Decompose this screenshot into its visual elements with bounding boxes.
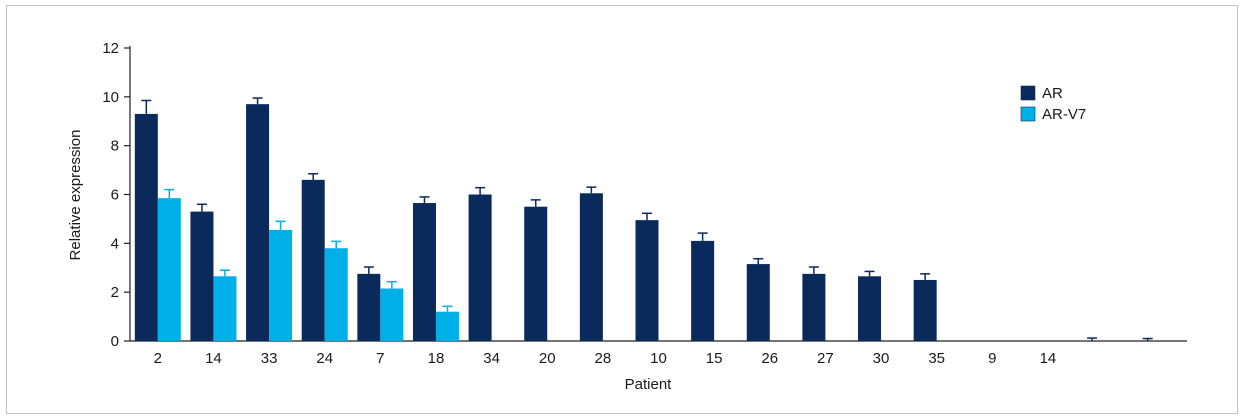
x-tick-label: 34: [483, 350, 500, 367]
error-bar-ar-3: [308, 172, 319, 180]
x-tick-label: 18: [428, 350, 445, 367]
error-bar-ar-v7-1: [219, 269, 230, 277]
x-tick-label: 33: [261, 350, 278, 367]
x-tick-label: 2: [154, 350, 162, 367]
error-bar-ar-9: [642, 212, 652, 221]
x-tick-label: 20: [539, 350, 556, 367]
error-bar-ar-10: [697, 232, 708, 241]
y-tick-label: 2: [111, 284, 119, 301]
x-tick-label: 27: [817, 350, 834, 367]
x-tick-label: 24: [316, 350, 333, 367]
x-tick-label: 15: [706, 350, 723, 367]
y-tick-label: 8: [111, 138, 119, 155]
bar-ar-v7-1: [213, 276, 237, 341]
bar-ar-0: [134, 113, 158, 341]
bar-ar-9: [635, 220, 659, 341]
legend-swatch-ar: [1020, 85, 1036, 101]
error-bar-ar-12: [808, 266, 819, 274]
bar-ar-1: [190, 211, 214, 341]
chart-frame: [6, 5, 1238, 414]
error-bar-ar-v7-4: [386, 280, 397, 289]
y-tick-label: 0: [111, 333, 119, 350]
bar-ar-v7-3: [324, 248, 348, 341]
error-bar-ar-6: [475, 186, 486, 195]
error-bar-ar-0: [141, 99, 152, 114]
bars: [134, 97, 1153, 342]
legend: AR AR-V7: [1020, 85, 1086, 123]
x-axis-title: Patient: [625, 376, 673, 393]
error-bar-ar-v7-3: [331, 240, 342, 249]
x-tick-label: 14: [1040, 350, 1057, 367]
error-bar-ar-v7-2: [275, 220, 286, 230]
error-bar-ar-18: [1142, 337, 1153, 341]
error-bar-ar-11: [753, 257, 764, 265]
bar-ar-6: [468, 194, 492, 341]
error-bar-ar-13: [864, 270, 875, 277]
x-tick-label: 9: [988, 350, 996, 367]
error-bar-ar-v7-0: [164, 188, 175, 199]
bar-ar-11: [746, 264, 770, 341]
x-tick-label: 14: [205, 350, 222, 367]
bar-ar-4: [357, 273, 381, 341]
bar-ar-13: [858, 276, 882, 341]
y-axis-title: Relative expression: [67, 130, 84, 261]
y-tick-label: 10: [102, 89, 119, 106]
x-tick-label: 7: [376, 350, 384, 367]
error-bar-ar-4: [363, 266, 374, 274]
bar-ar-v7-0: [157, 198, 181, 341]
legend-label-ar: AR: [1042, 85, 1063, 102]
x-tick-label: 10: [650, 350, 667, 367]
bar-ar-8: [579, 193, 603, 341]
bar-ar-10: [691, 240, 715, 341]
bar-ar-2: [246, 104, 270, 342]
error-bar-ar-1: [196, 203, 207, 212]
x-tick-label: 35: [928, 350, 945, 367]
bar-ar-v7-2: [269, 229, 293, 341]
bar-ar-5: [412, 203, 436, 341]
error-bar-ar-5: [419, 196, 430, 204]
x-tick-label: 26: [761, 350, 778, 367]
error-bar-ar-7: [530, 199, 541, 207]
x-tick-label: 30: [873, 350, 890, 367]
bar-ar-v7-4: [380, 288, 404, 341]
x-tick-label: 28: [595, 350, 612, 367]
error-bar-ar-17: [1087, 337, 1098, 341]
legend-label-ar-v7: AR-V7: [1042, 106, 1086, 123]
bar-ar-7: [524, 206, 548, 341]
legend-swatch-ar-v7: [1020, 106, 1036, 122]
error-bar-ar-14: [920, 273, 931, 280]
error-bar-ar-2: [252, 97, 263, 105]
y-tick-label: 12: [102, 40, 119, 57]
y-tick-label: 4: [111, 235, 119, 252]
error-bar-ar-v7-5: [442, 305, 453, 312]
bar-ar-12: [802, 273, 826, 341]
y-tick-label: 6: [111, 187, 119, 204]
error-bar-ar-8: [586, 186, 597, 194]
bar-ar-14: [913, 279, 937, 341]
bar-ar-v7-5: [435, 311, 459, 341]
bar-ar-3: [301, 179, 325, 341]
